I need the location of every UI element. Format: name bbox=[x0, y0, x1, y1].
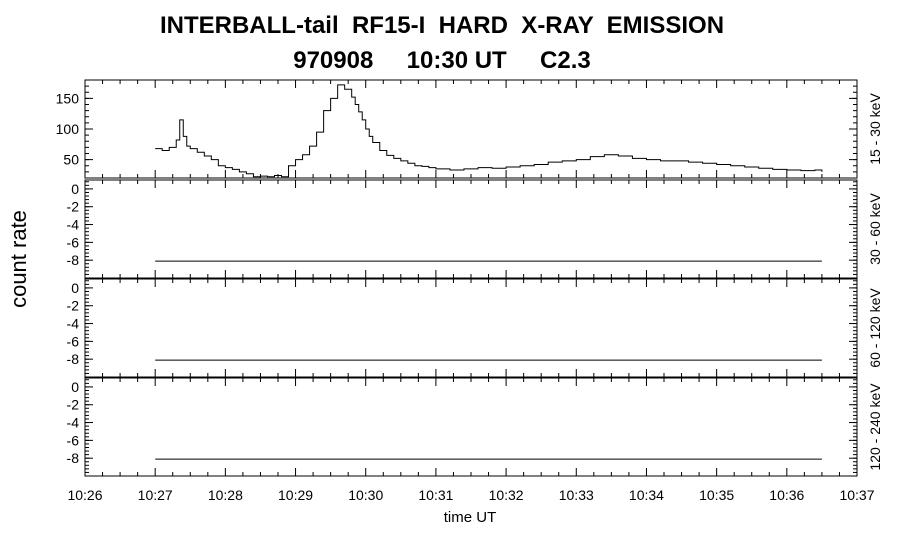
y-tick-label: 0 bbox=[71, 181, 79, 197]
x-tick-label: 10:33 bbox=[559, 487, 594, 503]
panel-frame bbox=[84, 278, 858, 378]
y-tick-label: -2 bbox=[67, 298, 80, 314]
x-tick-label: 10:27 bbox=[138, 487, 173, 503]
x-tick-label: 10:32 bbox=[489, 487, 524, 503]
x-tick-label: 10:29 bbox=[278, 487, 313, 503]
x-tick-label: 10:35 bbox=[699, 487, 734, 503]
energy-band-label: 15 - 30 keV bbox=[867, 93, 883, 165]
x-tick-label: 10:34 bbox=[629, 487, 664, 503]
x-tick-label: 10:30 bbox=[348, 487, 383, 503]
y-tick-label: 0 bbox=[71, 379, 79, 395]
y-tick-label: 0 bbox=[71, 280, 79, 296]
y-tick-label: 100 bbox=[56, 121, 80, 137]
x-tick-label: 10:28 bbox=[208, 487, 243, 503]
y-tick-label: -2 bbox=[67, 397, 80, 413]
energy-band-label: 120 - 240 keV bbox=[867, 383, 883, 471]
x-tick-label: 10:26 bbox=[67, 487, 102, 503]
y-tick-label: -6 bbox=[67, 234, 80, 250]
x-tick-label: 10:37 bbox=[839, 487, 874, 503]
y-tick-label: 50 bbox=[63, 152, 79, 168]
y-tick-label: -6 bbox=[67, 432, 80, 448]
x-tick-label: 10:36 bbox=[769, 487, 804, 503]
y-tick-label: -4 bbox=[67, 415, 80, 431]
y-tick-label: -4 bbox=[67, 217, 80, 233]
y-tick-label: -8 bbox=[67, 351, 80, 367]
panel-frame bbox=[84, 377, 858, 477]
chart-subtitle: 970908 10:30 UT C2.3 bbox=[293, 47, 591, 74]
x-axis-label: time UT bbox=[444, 509, 497, 526]
y-tick-label: -2 bbox=[67, 199, 80, 215]
y-tick-label: -8 bbox=[67, 450, 80, 466]
energy-band-label: 30 - 60 keV bbox=[867, 193, 883, 265]
panel-frame bbox=[84, 79, 858, 179]
y-tick-label: -6 bbox=[67, 333, 80, 349]
y-tick-label: 150 bbox=[56, 90, 80, 106]
energy-band-label: 60 - 120 keV bbox=[867, 288, 883, 368]
y-tick-label: -4 bbox=[67, 316, 80, 332]
series-line bbox=[155, 84, 823, 178]
panel-frame bbox=[84, 179, 858, 279]
chart-title: INTERBALL-tail RF15-I HARD X-RAY EMISSIO… bbox=[159, 12, 725, 39]
x-tick-label: 10:31 bbox=[418, 487, 453, 503]
y-tick-label: -8 bbox=[67, 252, 80, 268]
